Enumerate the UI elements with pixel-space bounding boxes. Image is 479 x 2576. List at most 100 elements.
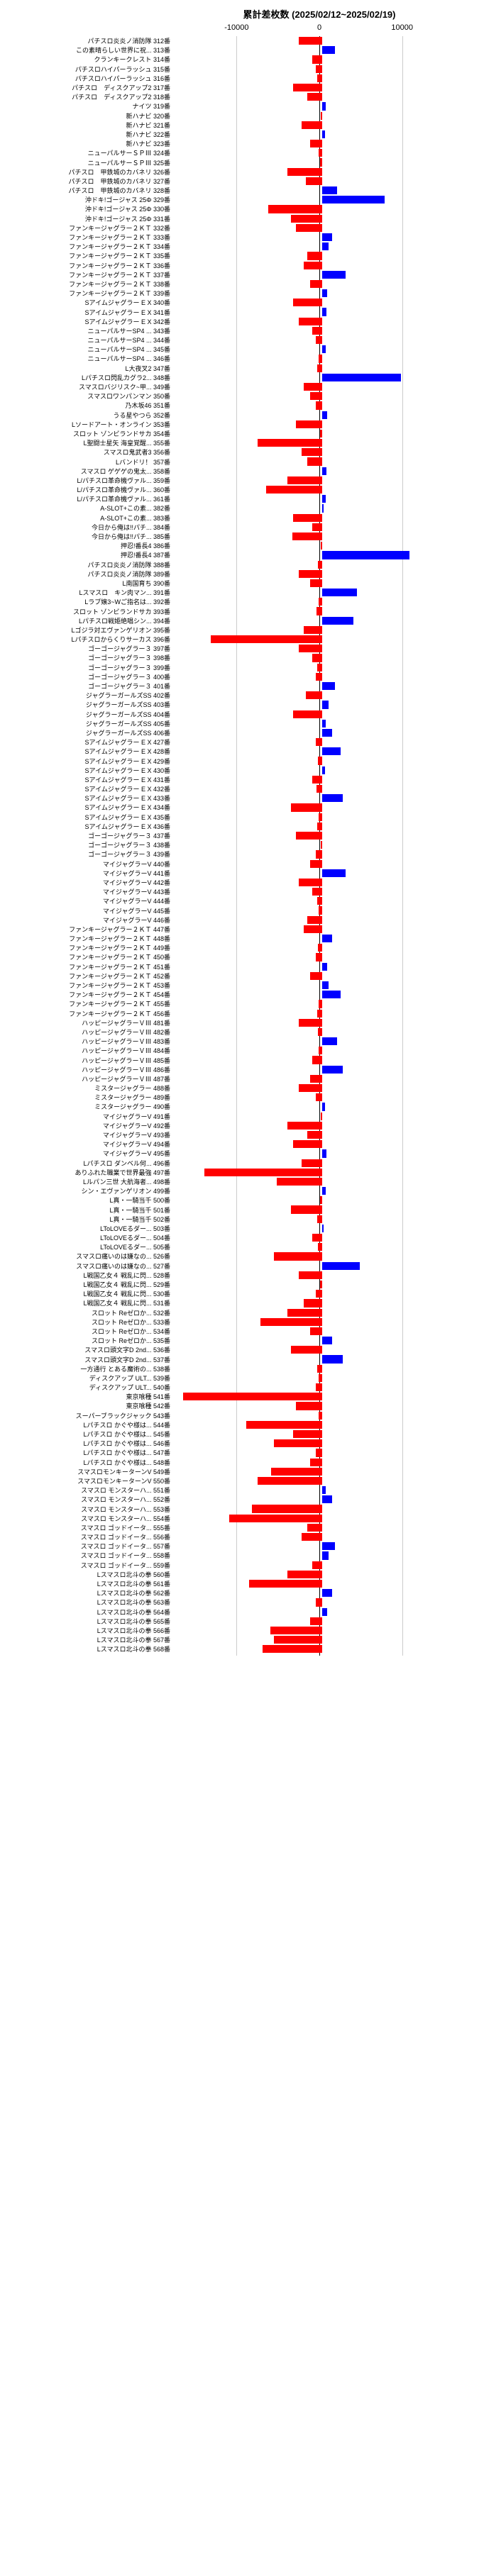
chart-row: スマスロ ゴッドイータ... 558番 — [7, 1551, 479, 1560]
bar-area — [173, 523, 471, 532]
bar — [274, 1439, 322, 1447]
bar-area — [173, 457, 471, 466]
bar — [322, 233, 332, 241]
bar-area — [173, 1523, 471, 1532]
chart-row: スマスロ ゲゲゲの鬼太... 358番 — [7, 467, 479, 476]
bar — [319, 598, 322, 606]
row-label: Lパチスロ かぐや様は... 546番 — [7, 1439, 173, 1448]
bar — [304, 383, 322, 391]
bar-area — [173, 831, 471, 840]
chart-row: マイジャグラーV 494番 — [7, 1139, 479, 1149]
bar-area — [173, 840, 471, 849]
bar — [274, 1636, 322, 1644]
row-label: 今日から俺は!!パチ... 384番 — [7, 523, 173, 532]
chart-row: クランキークレスト 314番 — [7, 55, 479, 64]
chart-row: Lゴジラ対エヴァンゲリオン 395番 — [7, 625, 479, 635]
chart-row: マイジャグラーV 446番 — [7, 915, 479, 925]
bar — [312, 1234, 322, 1242]
chart-row: スマスロ モンスターハ... 554番 — [7, 1514, 479, 1523]
bar-area — [173, 1261, 471, 1271]
bar — [291, 1346, 322, 1354]
chart-row: 押忍!番長4 387番 — [7, 550, 479, 559]
row-label: ナイツ 319番 — [7, 101, 173, 111]
bar — [317, 664, 322, 671]
chart-row: スマスロ痛いのは嫌なの... 527番 — [7, 1261, 479, 1271]
bar-area — [173, 289, 471, 298]
row-label: Lスマスロ北斗の拳 566番 — [7, 1626, 173, 1635]
row-label: うる星やつら 352番 — [7, 411, 173, 420]
bar — [319, 355, 322, 362]
bar — [321, 542, 322, 550]
chart-row: 沖ドキ!ゴージャス 25Φ 331番 — [7, 214, 479, 223]
chart-row: ハッピージャグラーＶⅢ 486番 — [7, 1065, 479, 1074]
bar — [322, 1225, 324, 1232]
bar-area — [173, 242, 471, 251]
bar — [318, 561, 322, 569]
bar-area — [173, 1541, 471, 1551]
row-label: L戦国乙女４ 戦乱に閃... 531番 — [7, 1298, 173, 1307]
row-label: この素晴らしい世界に祝... 313番 — [7, 45, 173, 55]
chart-row: ファンキージャグラー２ＫＴ 449番 — [7, 943, 479, 952]
row-label: Lスマスロ北斗の拳 561番 — [7, 1579, 173, 1588]
bar — [293, 299, 322, 306]
bar-area — [173, 167, 471, 177]
row-label: L戦国乙女４ 戦乱に閃... 530番 — [7, 1289, 173, 1298]
bar-area — [173, 485, 471, 494]
bar-area — [173, 1280, 471, 1289]
row-label: ニューパルサーSP4 ... 345番 — [7, 345, 173, 354]
row-label: スマスロモンキーターンV 550番 — [7, 1476, 173, 1485]
row-label: ファンキージャグラー２ＫＴ 450番 — [7, 952, 173, 961]
chart-row: ファンキージャグラー２ＫＴ 338番 — [7, 279, 479, 289]
row-label: パチスロ炎炎ノ消防隊 312番 — [7, 36, 173, 45]
chart-row: ありふれた職業で世界最強 497番 — [7, 1168, 479, 1177]
bar — [249, 1580, 322, 1588]
chart-row: スマスロ モンスターハ... 552番 — [7, 1495, 479, 1504]
chart-row: マイジャグラーV 444番 — [7, 896, 479, 905]
chart-row: Lスマスロ北斗の拳 564番 — [7, 1607, 479, 1617]
bar — [316, 1290, 322, 1298]
bar — [296, 1402, 322, 1410]
bar-area — [173, 999, 471, 1008]
row-label: パチスロ炎炎ノ消防隊 389番 — [7, 569, 173, 579]
row-label: Sアイムジャグラー E X 432番 — [7, 784, 173, 793]
row-label: スマスロモンキーターンV 549番 — [7, 1467, 173, 1476]
row-label: マイジャグラーV 444番 — [7, 896, 173, 905]
bar — [322, 1608, 327, 1616]
row-label: 今日から俺は!!パチ... 385番 — [7, 532, 173, 541]
bar-area — [173, 905, 471, 915]
bar — [299, 570, 322, 578]
row-label: A-SLOT+この素... 383番 — [7, 513, 173, 523]
chart-row: L戦国乙女４ 戦乱に閃... 531番 — [7, 1298, 479, 1307]
row-label: 乃木坂46 351番 — [7, 401, 173, 410]
row-label: Sアイムジャグラー E X 436番 — [7, 822, 173, 831]
bar-area — [173, 354, 471, 363]
row-label: A-SLOT+この素... 382番 — [7, 503, 173, 513]
bar-area — [173, 74, 471, 83]
row-label: パチスロ 甲鉄城のカバネリ 326番 — [7, 167, 173, 177]
bar — [291, 1205, 322, 1213]
bar — [310, 280, 323, 288]
row-label: 沖ドキ!ゴージャス 25Φ 329番 — [7, 195, 173, 204]
chart-row: ナイツ 319番 — [7, 101, 479, 111]
row-label: マイジャグラーV 446番 — [7, 915, 173, 925]
bar-area — [173, 1074, 471, 1083]
chart-title: 累計差枚数 (2025/02/12~2025/02/19) — [170, 7, 468, 21]
bar — [296, 224, 322, 232]
bar-area — [173, 401, 471, 410]
bar — [211, 635, 323, 643]
bar-area — [173, 1579, 471, 1588]
row-label: Lルパン三世 大航海者... 498番 — [7, 1177, 173, 1186]
bar-area — [173, 65, 471, 74]
row-label: スマスロ痛いのは嫌なの... 526番 — [7, 1251, 173, 1261]
chart-row: ゴーゴージャグラー３ 439番 — [7, 849, 479, 859]
bar — [299, 645, 322, 652]
bar-area — [173, 503, 471, 513]
bar — [292, 533, 322, 540]
bar-area — [173, 588, 471, 597]
chart-row: Lスマスロ北斗の拳 562番 — [7, 1588, 479, 1598]
bar-area — [173, 1130, 471, 1139]
bar-area — [173, 1055, 471, 1064]
row-label: マイジャグラーV 442番 — [7, 878, 173, 887]
bar-area — [173, 1149, 471, 1158]
bar-area — [173, 1159, 471, 1168]
